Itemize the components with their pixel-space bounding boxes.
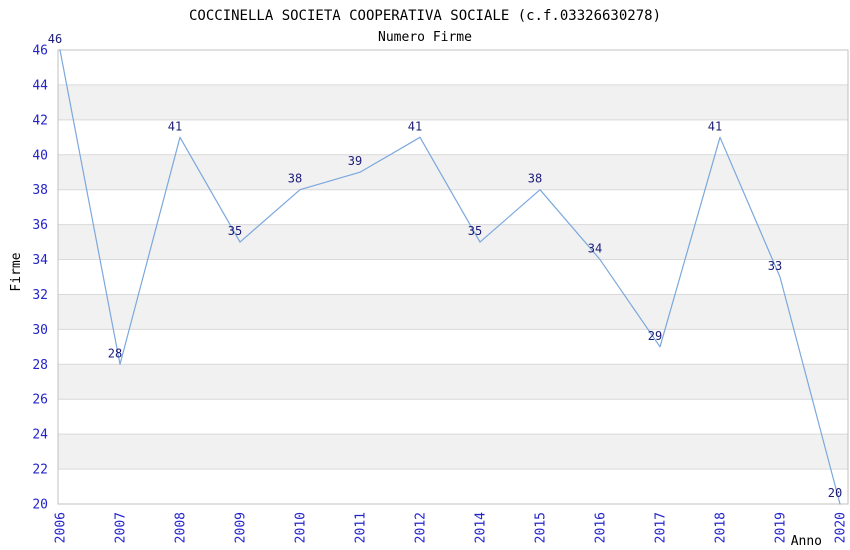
data-label: 39 [348,154,362,168]
y-tick-label: 26 [32,393,48,408]
data-labels: 46 28 41 35 38 39 41 35 38 34 29 41 33 20 [48,32,842,500]
y-tick-label: 34 [32,253,48,268]
x-tick-label: 2010 [293,512,308,543]
data-label: 41 [408,119,422,133]
data-label: 41 [708,119,722,133]
y-tick-label: 22 [32,463,48,478]
y-tick-label: 38 [32,183,48,198]
plot-border [57,49,849,505]
x-tick-label: 2015 [533,512,548,543]
y-tick-label: 20 [32,498,48,513]
plot-band [58,84,848,120]
y-tick-label: 36 [32,218,48,233]
plot-band [58,434,848,470]
x-tick-label: 2014 [473,512,488,543]
x-tick-label: 2016 [593,512,608,543]
y-tick-label: 40 [32,148,48,163]
y-tick-label: 42 [32,113,48,128]
y-tick-label: 46 [32,44,48,59]
series-line [59,49,841,505]
data-label: 35 [228,224,242,238]
data-label: 38 [528,172,542,186]
data-label: 35 [468,224,482,238]
data-label: 38 [288,172,302,186]
plot-band [58,294,848,330]
plot-bands [58,84,848,470]
y-tick-label: 28 [32,358,48,373]
chart-subtitle: Numero Firme [378,30,472,45]
x-tick-label: 2012 [413,512,428,543]
plot-band [58,364,848,400]
y-axis-label: Firme [9,252,24,291]
y-tick-label: 24 [32,428,48,443]
x-tick-label: 2009 [233,512,248,543]
data-label: 33 [768,259,782,273]
x-tick-label: 2018 [713,512,728,543]
x-tick-label: 2019 [773,512,788,543]
x-tick-label: 2017 [653,512,668,543]
x-tick-label: 2008 [173,512,188,543]
y-tick-label: 44 [32,78,48,93]
x-tick-label: 2020 [833,512,848,543]
data-label: 20 [828,486,842,500]
chart-title: COCCINELLA SOCIETA COOPERATIVA SOCIALE (… [189,8,661,24]
gridlines [58,84,848,470]
data-label: 28 [108,346,122,360]
x-tick-label: 2006 [53,512,68,543]
plot-band [58,224,848,260]
data-label: 41 [168,119,182,133]
plot-band [58,154,848,190]
data-label: 46 [48,32,62,46]
data-label: 34 [588,242,602,256]
x-axis-tick-labels: 2006 2007 2008 2009 2010 2011 2012 2014 2015 2016… [53,512,848,543]
data-label: 29 [648,329,662,343]
x-axis-label: Anno [791,534,822,549]
y-axis-tick-labels: 20 22 24 26 28 30 32 34 36 38 40 42 44 46 [32,44,48,513]
y-tick-label: 32 [32,288,48,303]
x-tick-label: 2007 [113,512,128,543]
y-tick-label: 30 [32,323,48,338]
x-tick-label: 2011 [353,512,368,543]
